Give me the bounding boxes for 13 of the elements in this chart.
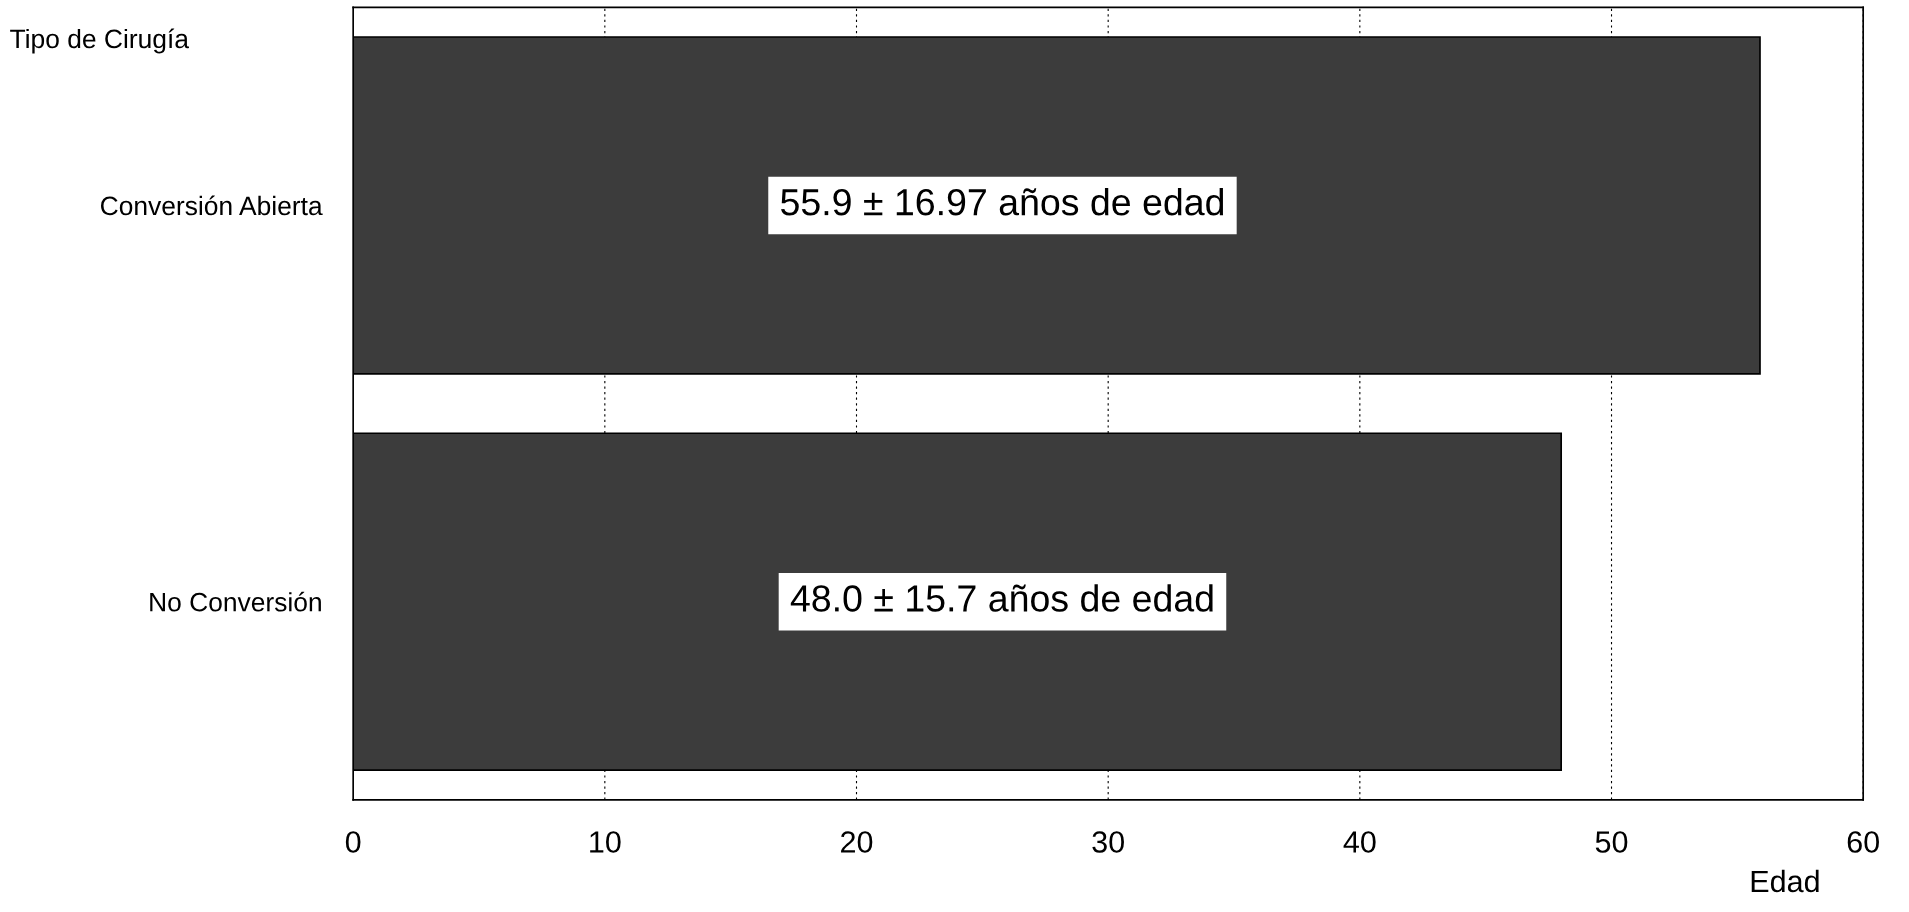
x-tick-label: 40 — [1343, 831, 1376, 853]
x-tick-label: 20 — [841, 831, 873, 853]
x-axis-title: Edad — [1751, 869, 1819, 893]
y-tick-label: No Conversión — [150, 591, 321, 612]
x-tick-label: 30 — [1092, 831, 1124, 853]
data-label: 48.0 ± 15.7 años de edad — [790, 584, 1213, 612]
x-tick-label: 50 — [1595, 831, 1628, 853]
x-tick-label: 10 — [590, 831, 621, 853]
x-tick-label: 60 — [1847, 831, 1879, 853]
y-tick-label: Conversión Abierta — [100, 195, 323, 216]
data-label: 55.9 ± 16.97 años de edad — [781, 187, 1224, 216]
x-tick-label: 0 — [345, 831, 361, 853]
y-axis-title: Tipo de Cirugía — [10, 28, 189, 54]
